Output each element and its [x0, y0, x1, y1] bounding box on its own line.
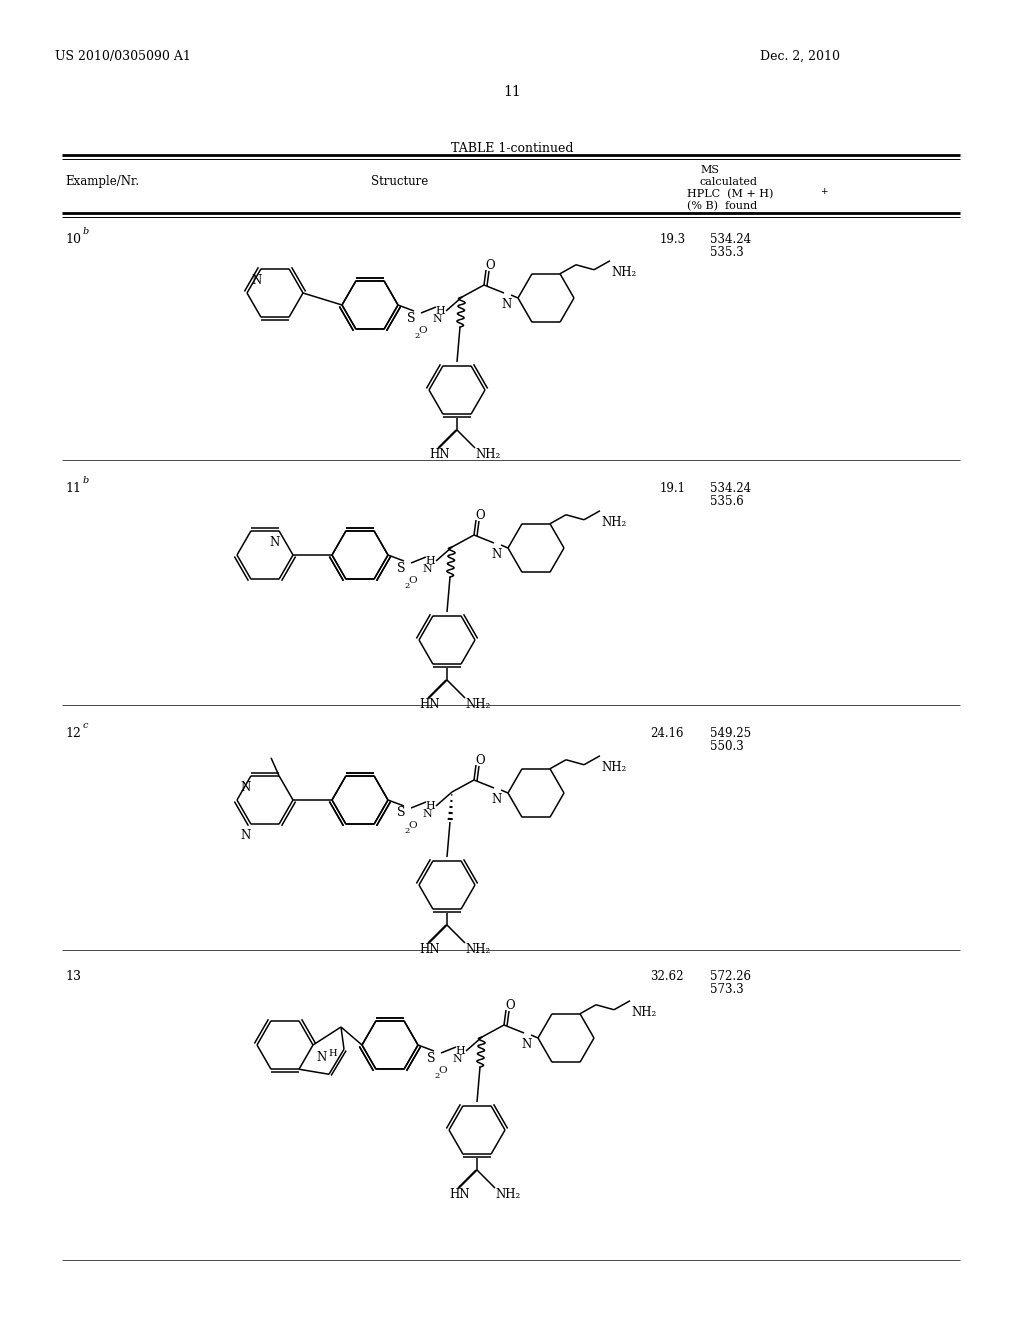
Text: NH₂: NH₂: [475, 447, 501, 461]
Text: 535.6: 535.6: [710, 495, 743, 508]
Text: NH₂: NH₂: [601, 516, 627, 529]
Text: Structure: Structure: [372, 176, 429, 187]
Text: H: H: [425, 801, 435, 810]
Text: Dec. 2, 2010: Dec. 2, 2010: [760, 50, 840, 63]
Text: Example/Nr.: Example/Nr.: [65, 176, 139, 187]
Text: N: N: [432, 314, 441, 323]
Text: 572.26: 572.26: [710, 970, 751, 983]
Text: O: O: [485, 259, 495, 272]
Text: NH₂: NH₂: [611, 265, 636, 279]
Text: S: S: [427, 1052, 435, 1064]
Text: O: O: [438, 1067, 446, 1074]
Text: 2: 2: [404, 828, 410, 836]
Text: MS: MS: [700, 165, 719, 176]
Text: HN: HN: [419, 942, 439, 956]
Text: HN: HN: [429, 447, 450, 461]
Text: N: N: [241, 829, 251, 842]
Text: NH₂: NH₂: [465, 698, 490, 711]
Text: NH₂: NH₂: [601, 760, 627, 774]
Text: 24.16: 24.16: [650, 727, 683, 741]
Text: NH₂: NH₂: [495, 1188, 520, 1201]
Text: HPLC  (M + H): HPLC (M + H): [687, 189, 773, 199]
Text: N: N: [452, 1053, 462, 1064]
Text: 10: 10: [65, 234, 81, 246]
Text: 11: 11: [65, 482, 81, 495]
Text: 13: 13: [65, 970, 81, 983]
Text: b: b: [83, 477, 89, 484]
Text: HN: HN: [419, 698, 439, 711]
Text: c: c: [83, 721, 88, 730]
Text: O: O: [505, 999, 515, 1012]
Text: H: H: [425, 556, 435, 566]
Text: N: N: [241, 780, 251, 793]
Text: 534.24: 534.24: [710, 482, 752, 495]
Text: O: O: [418, 326, 427, 335]
Text: N: N: [422, 564, 432, 574]
Text: +: +: [820, 187, 827, 195]
Text: 11: 11: [503, 84, 521, 99]
Text: O: O: [408, 576, 417, 585]
Text: H: H: [328, 1049, 337, 1059]
Text: N: N: [501, 298, 511, 312]
Text: 535.3: 535.3: [710, 246, 743, 259]
Text: N: N: [252, 273, 262, 286]
Text: 2: 2: [434, 1072, 439, 1080]
Text: 2: 2: [404, 582, 410, 590]
Text: N: N: [316, 1051, 327, 1064]
Text: N: N: [422, 809, 432, 818]
Text: O: O: [475, 510, 484, 521]
Text: NH₂: NH₂: [465, 942, 490, 956]
Text: NH₂: NH₂: [631, 1006, 656, 1019]
Text: (% B)  found: (% B) found: [687, 201, 758, 211]
Text: 534.24: 534.24: [710, 234, 752, 246]
Text: O: O: [475, 754, 484, 767]
Text: 549.25: 549.25: [710, 727, 752, 741]
Text: US 2010/0305090 A1: US 2010/0305090 A1: [55, 50, 190, 63]
Text: H: H: [455, 1045, 465, 1056]
Text: HN: HN: [449, 1188, 469, 1201]
Text: 2: 2: [414, 333, 419, 341]
Text: S: S: [407, 312, 416, 325]
Text: N: N: [490, 793, 502, 807]
Text: N: N: [521, 1038, 531, 1051]
Text: 19.3: 19.3: [660, 234, 686, 246]
Text: O: O: [408, 821, 417, 830]
Text: 32.62: 32.62: [650, 970, 683, 983]
Text: 19.1: 19.1: [660, 482, 686, 495]
Text: b: b: [83, 227, 89, 236]
Text: N: N: [490, 548, 502, 561]
Text: 550.3: 550.3: [710, 741, 743, 752]
Text: S: S: [396, 561, 406, 574]
Text: calculated: calculated: [700, 177, 758, 187]
Text: 12: 12: [65, 727, 81, 741]
Text: S: S: [396, 807, 406, 820]
Text: 573.3: 573.3: [710, 983, 743, 997]
Text: H: H: [435, 306, 444, 315]
Text: TABLE 1-continued: TABLE 1-continued: [451, 143, 573, 154]
Text: N: N: [270, 536, 281, 549]
